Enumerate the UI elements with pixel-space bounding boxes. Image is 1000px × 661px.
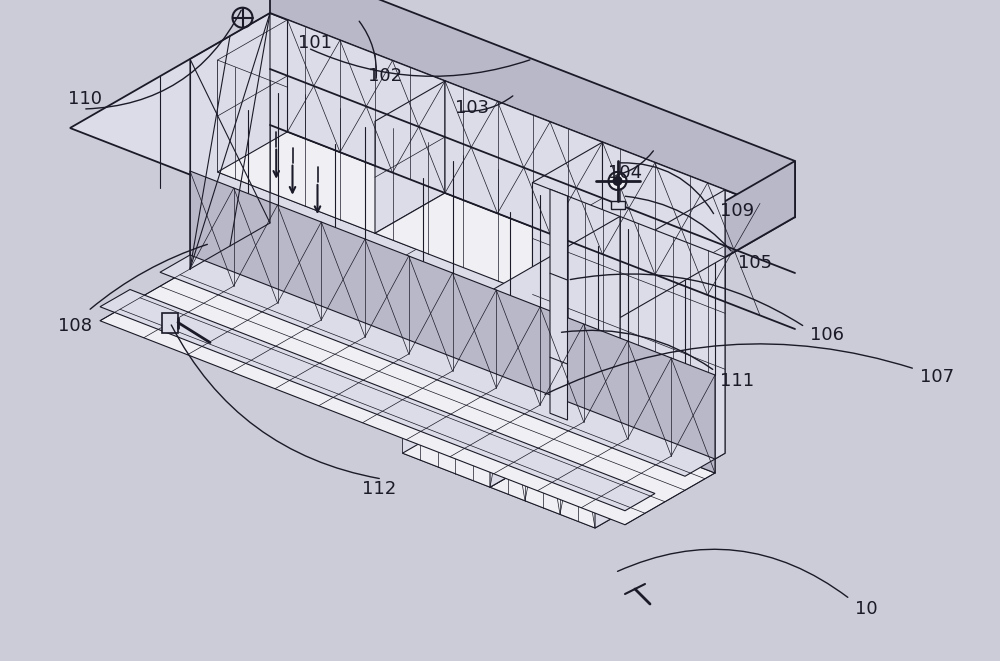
Polygon shape	[595, 161, 795, 332]
Text: 10: 10	[855, 600, 878, 618]
Polygon shape	[162, 313, 178, 332]
Polygon shape	[402, 257, 490, 487]
Polygon shape	[402, 379, 620, 487]
Polygon shape	[288, 20, 445, 193]
Text: 101: 101	[298, 34, 332, 52]
Polygon shape	[595, 257, 725, 528]
Text: 111: 111	[720, 372, 754, 390]
Text: 103: 103	[455, 99, 489, 117]
Text: 104: 104	[608, 164, 642, 182]
Polygon shape	[490, 412, 725, 528]
Polygon shape	[610, 201, 624, 209]
Polygon shape	[190, 171, 715, 473]
Polygon shape	[100, 269, 715, 525]
Text: 107: 107	[920, 368, 954, 386]
Polygon shape	[532, 182, 620, 412]
Text: 106: 106	[810, 326, 844, 344]
Text: 108: 108	[58, 317, 92, 335]
Text: 112: 112	[362, 480, 396, 498]
Circle shape	[608, 172, 626, 190]
Polygon shape	[375, 193, 602, 294]
Polygon shape	[655, 190, 725, 342]
Polygon shape	[532, 254, 725, 342]
Polygon shape	[218, 20, 288, 172]
Polygon shape	[490, 216, 620, 487]
Polygon shape	[532, 142, 602, 294]
Polygon shape	[550, 189, 568, 420]
Text: 105: 105	[738, 254, 772, 272]
Polygon shape	[445, 81, 602, 254]
Polygon shape	[70, 13, 795, 332]
Polygon shape	[532, 182, 655, 342]
Polygon shape	[490, 292, 595, 528]
Polygon shape	[100, 290, 655, 511]
Polygon shape	[490, 216, 620, 487]
Polygon shape	[620, 216, 725, 453]
Polygon shape	[375, 81, 445, 233]
Text: 109: 109	[720, 202, 754, 220]
Text: 110: 110	[68, 90, 102, 108]
Polygon shape	[375, 81, 445, 233]
Polygon shape	[375, 121, 532, 294]
Polygon shape	[160, 255, 715, 476]
Circle shape	[612, 176, 622, 186]
Polygon shape	[602, 142, 725, 302]
Polygon shape	[218, 60, 375, 233]
Polygon shape	[402, 182, 532, 453]
Polygon shape	[218, 132, 445, 233]
Polygon shape	[270, 0, 795, 217]
Text: 102: 102	[368, 67, 402, 85]
Polygon shape	[532, 142, 602, 294]
